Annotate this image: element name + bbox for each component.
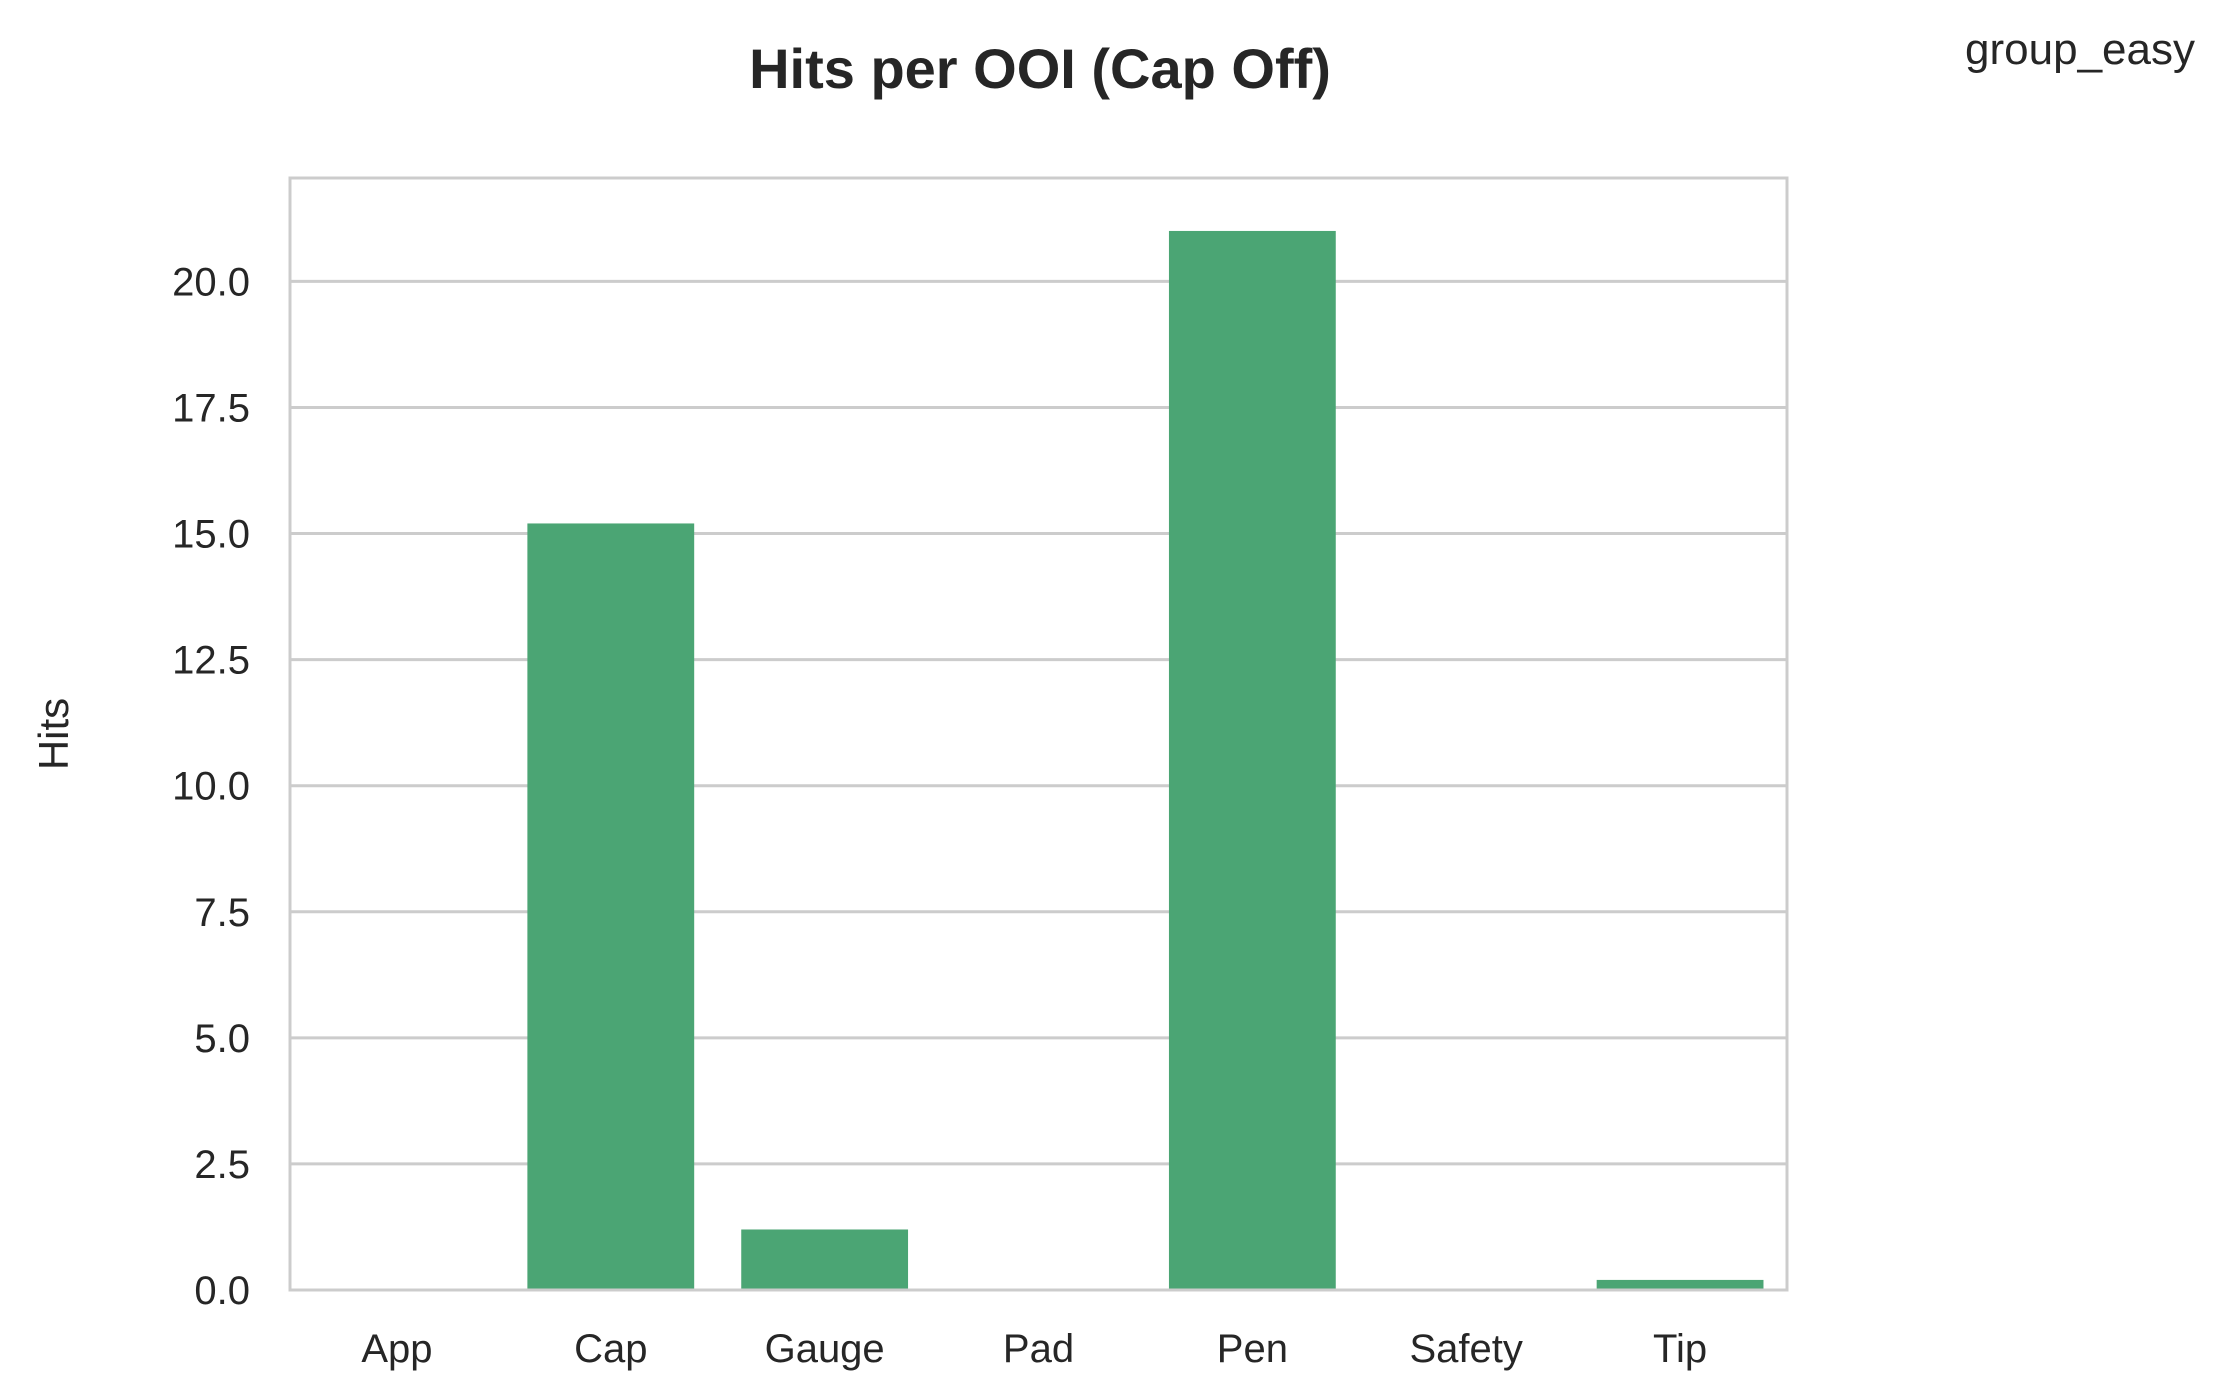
- x-tick-label-cap: Cap: [574, 1327, 647, 1371]
- bar-gauge: [741, 1229, 909, 1290]
- y-axis-label: Hits: [30, 698, 77, 770]
- x-tick-label-tip: Tip: [1653, 1327, 1707, 1371]
- y-tick-label: 17.5: [172, 386, 250, 430]
- x-tick-label-gauge: Gauge: [765, 1327, 885, 1371]
- y-tick-label: 10.0: [172, 765, 250, 809]
- bars: [527, 230, 1764, 1290]
- y-axis-ticks: 0.0 2.5 5.0 7.5 10.0 12.5 15.0 17.5 20.0: [172, 260, 250, 1313]
- chart-title: Hits per OOI (Cap Off): [749, 37, 1331, 100]
- x-tick-label-app: App: [361, 1327, 432, 1371]
- y-tick-label: 20.0: [172, 260, 250, 304]
- y-tick-label: 2.5: [194, 1143, 250, 1187]
- x-tick-label-safety: Safety: [1410, 1327, 1523, 1371]
- bar-cap: [527, 523, 695, 1290]
- bar-tip: [1596, 1279, 1764, 1290]
- y-tick-label: 12.5: [172, 639, 250, 683]
- plot-frame: [288, 176, 1789, 1292]
- y-tick-label: 15.0: [172, 513, 250, 557]
- bar-pen: [1168, 230, 1336, 1290]
- group-annotation: group_easy: [1965, 25, 2195, 74]
- x-tick-label-pad: Pad: [1003, 1327, 1074, 1371]
- x-tick-label-pen: Pen: [1217, 1327, 1288, 1371]
- gridlines: [290, 279, 1787, 1292]
- y-tick-label: 0.0: [194, 1269, 250, 1313]
- y-tick-label: 7.5: [194, 891, 250, 935]
- y-tick-label: 5.0: [194, 1017, 250, 1061]
- x-axis-ticks: App Cap Gauge Pad Pen Safety Tip: [361, 1327, 1707, 1371]
